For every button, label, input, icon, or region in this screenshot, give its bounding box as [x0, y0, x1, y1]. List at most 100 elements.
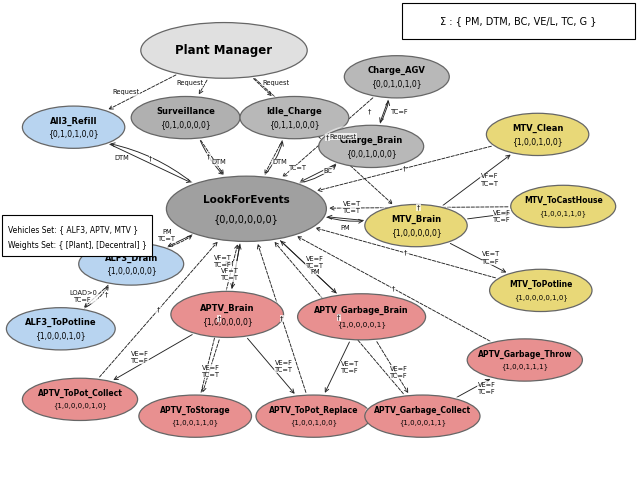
Text: ALF3_Drain: ALF3_Drain [104, 253, 158, 263]
Text: {1,0,0,1,0,0}: {1,0,0,1,0,0} [512, 137, 563, 145]
Ellipse shape [171, 291, 284, 337]
Text: Weights Set: { [Plant], [Decentral] }: Weights Set: { [Plant], [Decentral] } [8, 241, 147, 251]
Text: DTM: DTM [273, 159, 287, 166]
Text: LookForEvents: LookForEvents [203, 195, 290, 204]
Ellipse shape [486, 113, 589, 156]
Text: †: † [337, 315, 340, 321]
Text: {1,0,0,0,0,0}: {1,0,0,0,0,0} [106, 266, 157, 275]
Text: {1,0,0,0,0,0}: {1,0,0,0,0,0} [390, 228, 442, 237]
Text: DTM: DTM [115, 155, 129, 161]
Ellipse shape [344, 56, 449, 98]
Ellipse shape [486, 111, 589, 153]
Text: {1,0,0,1,1,1}: {1,0,0,1,1,1} [501, 363, 548, 370]
Text: MTV_ToPotline: MTV_ToPotline [509, 280, 573, 289]
Text: VE=F
TC=T: VE=F TC=T [306, 256, 324, 269]
Ellipse shape [139, 395, 252, 437]
Text: {1,0,0,0,0,1,0}: {1,0,0,0,0,1,0} [53, 403, 107, 409]
Ellipse shape [319, 123, 424, 165]
Ellipse shape [365, 395, 480, 437]
Text: APTV_ToPot_Collect: APTV_ToPot_Collect [38, 389, 122, 398]
Text: †: † [417, 204, 420, 211]
Ellipse shape [298, 294, 426, 340]
Ellipse shape [511, 185, 616, 228]
Text: †: † [404, 250, 407, 256]
Text: {1,0,0,0,0,1,0}: {1,0,0,0,0,1,0} [514, 294, 568, 300]
Text: All3_Refill: All3_Refill [50, 117, 97, 126]
Ellipse shape [141, 19, 307, 75]
Ellipse shape [131, 94, 240, 136]
Text: {1,0,0,0,0,0}: {1,0,0,0,0,0} [202, 317, 253, 326]
Text: Request: Request [330, 133, 356, 140]
Text: {1,0,0,0,1,1}: {1,0,0,0,1,1} [399, 420, 446, 426]
Text: †: † [280, 315, 284, 321]
Ellipse shape [141, 23, 307, 78]
Text: †: † [157, 306, 160, 312]
Text: Idle_Charge: Idle_Charge [266, 107, 323, 116]
Text: {0,0,1,0,0,0}: {0,0,1,0,0,0} [346, 149, 397, 157]
Text: Charge_Brain: Charge_Brain [340, 136, 403, 145]
Ellipse shape [131, 96, 240, 139]
Text: {1,0,0,1,0,0}: {1,0,0,1,0,0} [290, 420, 337, 426]
Text: MTV_ToCastHouse: MTV_ToCastHouse [524, 196, 603, 205]
Text: †: † [326, 134, 329, 141]
Ellipse shape [171, 288, 284, 335]
Text: VE=F
TC=F: VE=F TC=F [131, 351, 149, 364]
Ellipse shape [298, 291, 426, 337]
Text: APTV_Garbage_Throw: APTV_Garbage_Throw [477, 349, 572, 359]
Text: MTV_Brain: MTV_Brain [391, 215, 441, 224]
Text: TC=F: TC=F [391, 108, 409, 115]
Ellipse shape [365, 393, 480, 435]
Text: {1,0,0,0,1,0}: {1,0,0,0,1,0} [35, 331, 86, 340]
Text: PM
VF=T
TC=T: PM VF=T TC=T [221, 261, 239, 281]
Text: VE=T
TC=F: VE=T TC=F [341, 361, 359, 374]
Ellipse shape [22, 378, 138, 420]
Text: †: † [218, 315, 221, 321]
Text: MTV_Clean: MTV_Clean [512, 124, 563, 133]
Text: †: † [149, 156, 152, 162]
Text: Vehicles Set: { ALF3, APTV, MTV }: Vehicles Set: { ALF3, APTV, MTV } [8, 225, 138, 234]
Ellipse shape [6, 308, 115, 350]
Ellipse shape [240, 96, 349, 139]
Text: VE=F
TC=T: VE=F TC=T [275, 360, 293, 372]
Ellipse shape [79, 240, 184, 283]
Text: †: † [367, 108, 371, 114]
Text: {1,0,0,1,1,0}: {1,0,0,1,1,0} [172, 420, 219, 426]
Text: Request: Request [113, 89, 140, 95]
Text: ALF3_ToPotline: ALF3_ToPotline [25, 318, 97, 327]
Text: Σ : { PM, DTM, BC, VE/L, TC, G }: Σ : { PM, DTM, BC, VE/L, TC, G } [440, 16, 596, 26]
Text: PM: PM [340, 225, 350, 231]
Ellipse shape [365, 202, 467, 244]
Text: TC=T: TC=T [289, 166, 307, 171]
Text: BC: BC [324, 168, 333, 174]
Ellipse shape [139, 393, 252, 435]
Text: †: † [104, 292, 108, 298]
Text: VE=F
TC=T: VE=F TC=T [202, 364, 220, 377]
Text: {0,1,1,0,0,0}: {0,1,1,0,0,0} [269, 120, 320, 129]
Text: {0,0,1,0,1,0}: {0,0,1,0,1,0} [371, 79, 422, 88]
Ellipse shape [256, 393, 371, 435]
Text: VF=T
TC=F: VF=T TC=F [214, 255, 232, 268]
Ellipse shape [365, 204, 467, 247]
Text: DTM: DTM [211, 159, 226, 166]
Text: VF=F
TC=T: VF=F TC=T [481, 173, 499, 187]
Ellipse shape [22, 104, 125, 146]
Text: {1,0,0,1,1,0}: {1,0,0,1,1,0} [540, 210, 587, 216]
Ellipse shape [467, 339, 582, 381]
Text: APTV_Brain: APTV_Brain [200, 303, 255, 312]
Text: APTV_ToStorage: APTV_ToStorage [160, 406, 230, 415]
Text: APTV_ToPot_Replace: APTV_ToPot_Replace [269, 406, 358, 415]
Text: Surveillance: Surveillance [156, 107, 215, 116]
Ellipse shape [240, 94, 349, 136]
FancyBboxPatch shape [402, 3, 635, 39]
Ellipse shape [256, 395, 371, 437]
Text: †: † [207, 154, 210, 160]
Text: PM
TC=T: PM TC=T [158, 229, 176, 242]
Ellipse shape [490, 267, 592, 309]
Text: {0,1,0,0,0,0}: {0,1,0,0,0,0} [160, 120, 211, 129]
Ellipse shape [79, 243, 184, 285]
Text: LOAD>0
TC=F: LOAD>0 TC=F [69, 290, 97, 303]
Text: Request: Request [262, 80, 289, 85]
Text: Plant Manager: Plant Manager [175, 44, 273, 57]
Ellipse shape [166, 176, 326, 241]
Text: VE=T
TC=T: VE=T TC=T [343, 201, 361, 214]
